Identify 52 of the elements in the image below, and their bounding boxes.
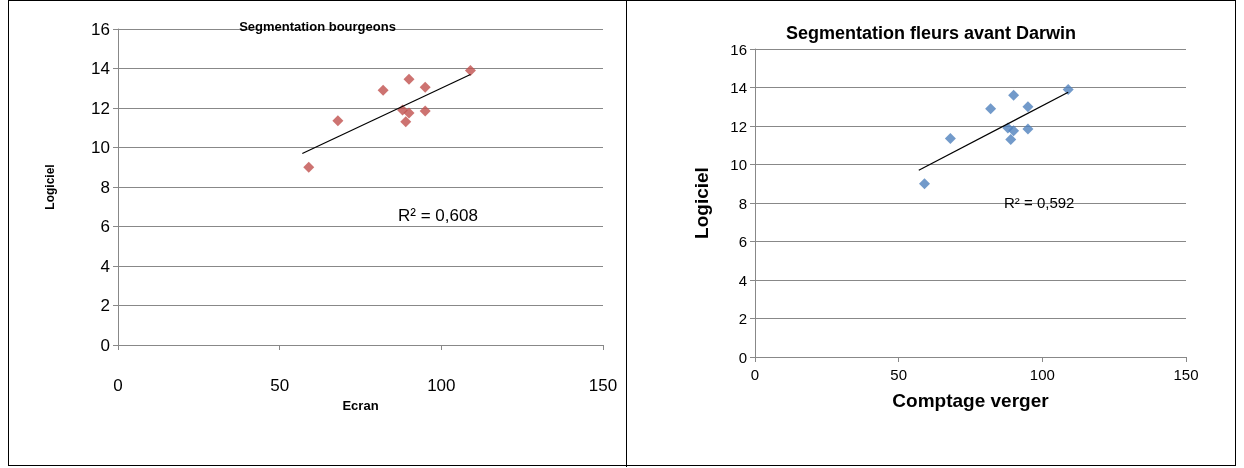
y-tick-label: 14 bbox=[91, 59, 110, 78]
x-tick-label: 100 bbox=[1029, 366, 1055, 383]
x-tick-label: 50 bbox=[890, 366, 908, 383]
annotation: R² = 0,592 bbox=[1004, 193, 1075, 211]
y-tick-label: 2 bbox=[100, 296, 110, 315]
point bbox=[1005, 133, 1017, 145]
x-axis-title: Ecran bbox=[342, 397, 379, 413]
point bbox=[400, 116, 412, 128]
x-axis-title: Comptage verger bbox=[892, 390, 1050, 411]
y-tick-label: 6 bbox=[100, 217, 110, 236]
point bbox=[944, 133, 956, 145]
y-tick-label: 4 bbox=[738, 271, 747, 289]
x-tick-label: 150 bbox=[1173, 366, 1199, 383]
y-tick-label: 10 bbox=[730, 156, 747, 173]
point bbox=[985, 103, 997, 115]
y-axis-title: Logiciel bbox=[43, 164, 57, 210]
x-tick-label: 50 bbox=[270, 376, 290, 395]
point bbox=[1062, 83, 1074, 95]
annotation: R² = 0,608 bbox=[398, 205, 478, 225]
point bbox=[1008, 89, 1020, 101]
y-axis-title: Logiciel bbox=[691, 167, 712, 239]
point bbox=[419, 105, 431, 117]
x-tick-label: 100 bbox=[427, 376, 456, 395]
point bbox=[403, 107, 415, 119]
y-tick-label: 14 bbox=[730, 79, 747, 96]
chart-title: Segmentation fleurs avant Darwin bbox=[785, 23, 1077, 43]
x-tick-label: 0 bbox=[750, 366, 760, 383]
point bbox=[1022, 101, 1034, 113]
y-tick-label: 0 bbox=[738, 348, 747, 366]
point bbox=[303, 161, 315, 173]
point bbox=[332, 115, 344, 127]
point bbox=[403, 73, 415, 85]
y-tick-label: 4 bbox=[100, 256, 110, 276]
y-tick-label: 0 bbox=[100, 335, 110, 355]
x-tick-label: 150 bbox=[588, 376, 618, 395]
y-tick-label: 8 bbox=[738, 194, 747, 212]
y-tick-label: 16 bbox=[730, 40, 747, 58]
y-tick-label: 16 bbox=[91, 19, 110, 39]
y-tick-label: 8 bbox=[100, 177, 110, 197]
point bbox=[419, 81, 431, 93]
chart-title: Segmentation bourgeons bbox=[239, 19, 396, 34]
point bbox=[1022, 123, 1034, 135]
y-tick-label: 12 bbox=[730, 117, 747, 135]
point bbox=[919, 178, 931, 190]
y-tick-label: 6 bbox=[738, 233, 747, 250]
y-tick-label: 2 bbox=[738, 310, 747, 327]
point bbox=[464, 64, 476, 76]
y-tick-label: 12 bbox=[91, 98, 110, 118]
point bbox=[1008, 125, 1020, 137]
x-tick-label: 0 bbox=[113, 376, 123, 395]
y-tick-label: 10 bbox=[91, 138, 110, 157]
point bbox=[377, 84, 389, 96]
